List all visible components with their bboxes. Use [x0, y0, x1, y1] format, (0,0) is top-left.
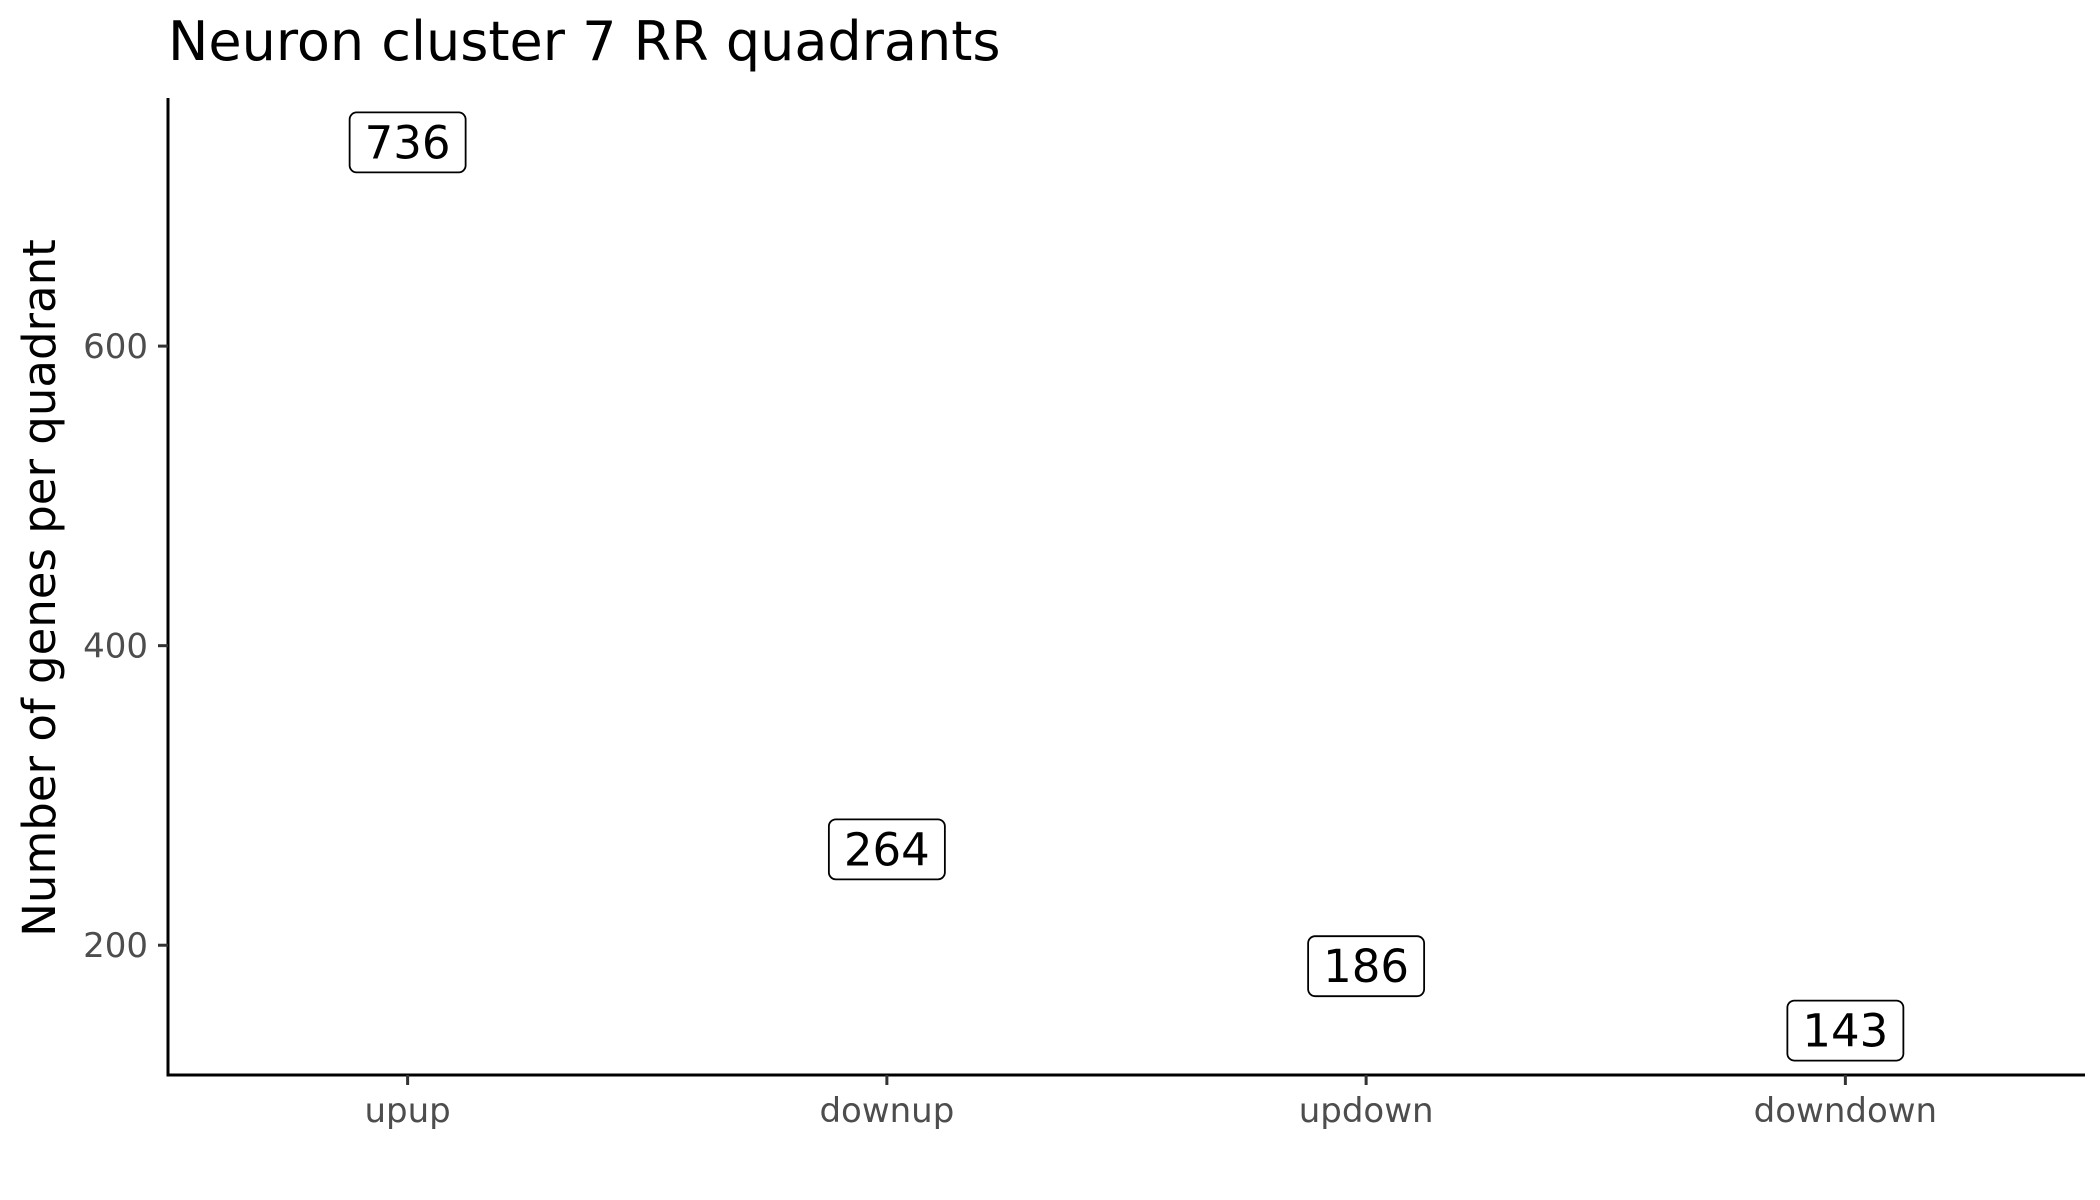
- x-tick-label: updown: [1299, 1091, 1434, 1131]
- y-tick-label: 600: [83, 327, 148, 367]
- data-point-label: 186: [1307, 935, 1426, 998]
- data-label-text: 736: [365, 116, 451, 169]
- data-label-box: [827, 818, 946, 881]
- data-label-box: [1307, 935, 1426, 998]
- y-tick-label: 200: [83, 926, 148, 966]
- data-label-box: [348, 111, 467, 174]
- plot-area: 200 400 600 upup downup updown downdown 736 264 1…: [83, 98, 2085, 1131]
- data-point-label: 736: [348, 111, 467, 174]
- data-point-label: 143: [1786, 999, 1905, 1062]
- data-label-text: 186: [1323, 940, 1409, 993]
- x-tick-label: downdown: [1754, 1091, 1937, 1131]
- x-tick-label: downup: [819, 1091, 954, 1131]
- x-tick-label: upup: [364, 1091, 450, 1131]
- data-label-text: 264: [844, 823, 930, 876]
- data-label-box: [1786, 999, 1905, 1062]
- data-label-text: 143: [1802, 1005, 1888, 1058]
- data-point-label: 264: [827, 818, 946, 881]
- y-axis-label: Number of genes per quadrant: [13, 239, 66, 936]
- y-tick-label: 400: [83, 627, 148, 667]
- chart-title: Neuron cluster 7 RR quadrants: [168, 10, 1001, 73]
